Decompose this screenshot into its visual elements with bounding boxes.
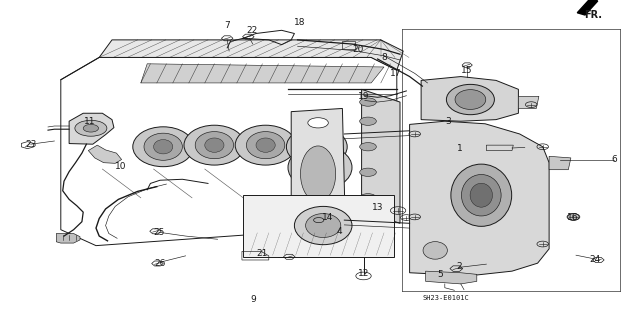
Polygon shape — [421, 77, 518, 121]
Text: 15: 15 — [461, 66, 473, 75]
Text: 8: 8 — [381, 53, 387, 62]
Polygon shape — [518, 96, 539, 108]
Text: 10: 10 — [115, 162, 126, 171]
Ellipse shape — [288, 145, 352, 190]
Ellipse shape — [184, 125, 245, 165]
Text: FR.: FR. — [584, 10, 602, 20]
Polygon shape — [577, 0, 598, 15]
Text: 18: 18 — [294, 19, 305, 27]
Circle shape — [360, 117, 376, 125]
Text: 20: 20 — [353, 45, 364, 54]
Text: 3: 3 — [445, 117, 451, 126]
Text: 6: 6 — [612, 155, 617, 164]
Polygon shape — [69, 113, 114, 144]
Circle shape — [360, 168, 376, 176]
Ellipse shape — [461, 174, 501, 216]
Circle shape — [83, 124, 99, 132]
Text: 1: 1 — [457, 144, 462, 153]
Bar — [243, 195, 394, 257]
Polygon shape — [549, 156, 571, 170]
Circle shape — [308, 220, 328, 230]
Circle shape — [360, 143, 376, 151]
Ellipse shape — [235, 125, 296, 165]
Text: 9: 9 — [250, 295, 255, 304]
Ellipse shape — [451, 164, 512, 226]
Ellipse shape — [455, 90, 486, 109]
Polygon shape — [410, 121, 549, 275]
Circle shape — [360, 194, 376, 202]
Ellipse shape — [195, 131, 234, 159]
Ellipse shape — [423, 242, 447, 259]
Text: 13: 13 — [372, 203, 383, 212]
Ellipse shape — [298, 152, 342, 183]
Ellipse shape — [144, 133, 182, 160]
Ellipse shape — [447, 85, 495, 115]
Ellipse shape — [307, 139, 326, 154]
Ellipse shape — [568, 213, 579, 220]
Circle shape — [360, 98, 376, 106]
Ellipse shape — [154, 139, 173, 154]
Polygon shape — [141, 64, 384, 83]
Polygon shape — [88, 145, 122, 163]
Ellipse shape — [306, 214, 341, 237]
Polygon shape — [291, 108, 346, 238]
Text: 22: 22 — [246, 26, 257, 35]
Text: 2: 2 — [457, 262, 462, 271]
Text: 5: 5 — [438, 271, 443, 279]
Text: SH23-E0101C: SH23-E0101C — [422, 295, 469, 301]
Text: 19: 19 — [358, 92, 369, 101]
Text: 17: 17 — [390, 69, 401, 78]
Text: 26: 26 — [154, 259, 166, 268]
Text: 12: 12 — [358, 269, 369, 278]
Text: 14: 14 — [322, 213, 333, 222]
Polygon shape — [56, 234, 80, 243]
Ellipse shape — [470, 183, 493, 207]
Polygon shape — [362, 89, 400, 223]
Circle shape — [75, 120, 107, 136]
Text: 11: 11 — [84, 117, 95, 126]
Ellipse shape — [287, 127, 347, 167]
Text: 16: 16 — [567, 213, 579, 222]
Polygon shape — [99, 40, 403, 70]
Polygon shape — [426, 271, 477, 284]
Ellipse shape — [256, 138, 275, 152]
Text: 4: 4 — [337, 227, 342, 236]
Ellipse shape — [298, 133, 336, 160]
Circle shape — [308, 118, 328, 128]
Text: 25: 25 — [153, 228, 164, 237]
Text: 7: 7 — [225, 21, 230, 30]
Text: 21: 21 — [257, 249, 268, 258]
Ellipse shape — [246, 131, 285, 159]
Ellipse shape — [133, 127, 194, 167]
Ellipse shape — [205, 138, 224, 152]
Text: 24: 24 — [589, 255, 601, 263]
Text: 23: 23 — [25, 140, 36, 149]
Ellipse shape — [301, 146, 336, 202]
Ellipse shape — [294, 206, 352, 245]
